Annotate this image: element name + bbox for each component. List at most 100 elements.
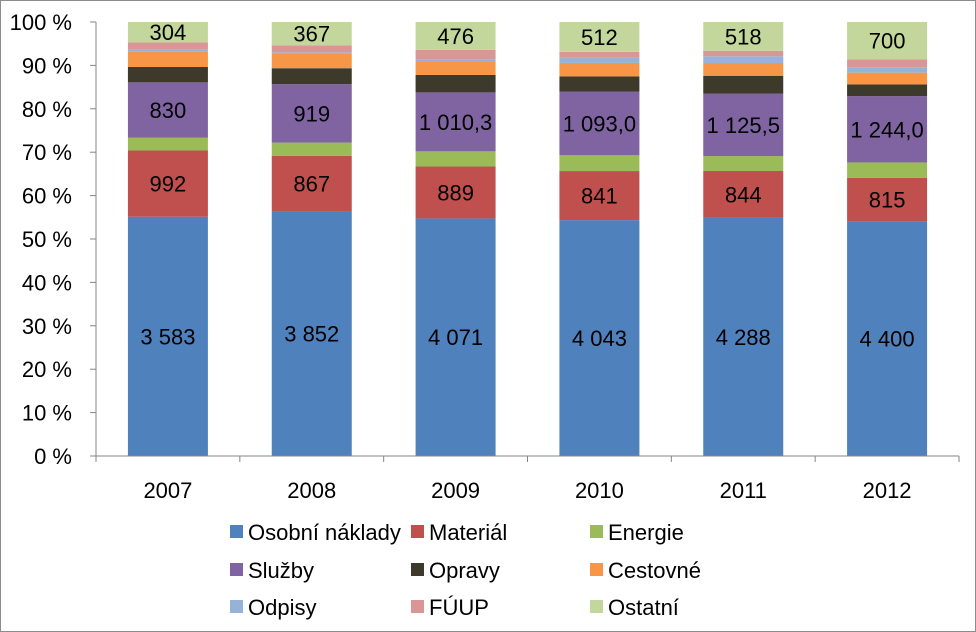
legend-entry: Opravy [429, 558, 500, 583]
legend-swatch [230, 563, 243, 576]
data-label: 919 [293, 101, 330, 126]
data-label: 1 125,5 [707, 113, 780, 138]
x-tick-label: 2011 [720, 478, 767, 503]
data-label: 3 852 [284, 322, 339, 347]
bar-segment [847, 72, 928, 85]
data-label: 867 [293, 171, 330, 196]
bar-segment [271, 142, 352, 156]
bar-segment [415, 218, 496, 456]
x-tick-label: 2012 [863, 478, 912, 503]
y-tick-label: 80 % [22, 97, 72, 122]
y-tick-label: 0 % [34, 444, 72, 469]
bar-segment [847, 221, 928, 456]
bar-segment [703, 171, 784, 218]
bar-segment [127, 150, 208, 217]
y-tick-label: 20 % [22, 357, 72, 382]
data-label: 304 [150, 20, 187, 45]
data-label: 4 043 [572, 326, 627, 351]
bar-segment [847, 67, 928, 73]
bar-segment [415, 74, 496, 93]
bar-segment [559, 76, 640, 92]
legend-entry: FÚUP [429, 595, 489, 620]
data-label: 700 [869, 29, 906, 54]
data-label: 4 400 [860, 327, 915, 352]
y-axis: 0 % 10 % 20 % 30 % 40 % 50 % 60 % 70 % 80 % 90 % 1… [10, 10, 97, 469]
x-tick-label: 2008 [287, 478, 336, 503]
bar-segment [559, 22, 640, 52]
bar-segment [559, 57, 640, 63]
x-tick-label: 2009 [431, 478, 480, 503]
x-tick-label: 2010 [575, 478, 624, 503]
bar-segment [847, 84, 928, 97]
legend-swatch [230, 600, 243, 613]
bar-segment [127, 216, 208, 456]
data-label: 1 010,3 [419, 110, 492, 135]
bar-segment [415, 92, 496, 152]
bar-segment [559, 220, 640, 456]
legend-entry: Odpisy [248, 595, 316, 620]
legend-entry: Energie [608, 520, 684, 545]
y-tick-label: 70 % [22, 140, 72, 165]
y-tick-label: 60 % [22, 184, 72, 209]
bar-segment [127, 22, 208, 43]
data-label: 889 [437, 180, 474, 205]
bar-segment [559, 51, 640, 58]
bar-segment [559, 155, 640, 172]
data-label: 830 [150, 98, 187, 123]
x-tick-label: 2007 [143, 478, 192, 503]
bar-segment [271, 68, 352, 85]
x-axis: 2007 2008 2009 2010 2011 2012 [95, 455, 960, 503]
legend-entry: Osobní náklady [248, 520, 401, 545]
bar-segment [847, 177, 928, 222]
bar-segment [127, 67, 208, 83]
bar-segment [127, 49, 208, 52]
data-labels: 3 583 992 830 304 3 852 867 919 367 4 071 889 1 01… [140, 20, 923, 352]
data-label: 1 244,0 [850, 117, 923, 142]
bar-segment [271, 52, 352, 54]
bar-segment [271, 84, 352, 143]
bar-segment [271, 53, 352, 69]
bar-segment [703, 93, 784, 157]
y-tick-label: 100 % [10, 10, 72, 35]
data-label: 815 [869, 188, 906, 213]
legend-swatch [590, 525, 603, 538]
legend-swatch [411, 600, 424, 613]
bar-segment [271, 211, 352, 456]
bar-segment [271, 22, 352, 46]
bar-segment [415, 22, 496, 50]
y-tick-label: 50 % [22, 227, 72, 252]
y-tick-label: 10 % [22, 401, 72, 426]
bar-segment [703, 56, 784, 63]
bar-segment [127, 137, 208, 151]
y-tick-label: 90 % [22, 53, 72, 78]
y-tick-label: 40 % [22, 270, 72, 295]
bar-segment [127, 42, 208, 50]
bar-segment [847, 96, 928, 163]
bar-segment [415, 61, 496, 75]
legend-entry: Ostatní [608, 595, 679, 620]
bar-segment [703, 75, 784, 94]
legend-swatch [590, 563, 603, 576]
bar-segment [559, 91, 640, 156]
data-label: 4 071 [428, 325, 483, 350]
y-tick-label: 30 % [22, 314, 72, 339]
legend-entry: Materiál [429, 520, 507, 545]
bar-segment [415, 166, 496, 219]
data-label: 4 288 [716, 325, 771, 350]
legend-swatch [590, 600, 603, 613]
data-label: 844 [725, 182, 762, 207]
bars [127, 22, 928, 456]
bar-segment [271, 155, 352, 212]
data-label: 992 [150, 172, 187, 197]
bar-segment [415, 49, 496, 60]
bar-segment [703, 156, 784, 172]
bar-segment [559, 62, 640, 77]
legend-entry: Služby [248, 558, 314, 583]
bar-segment [415, 59, 496, 62]
legend-swatch [411, 563, 424, 576]
data-label: 367 [293, 22, 330, 47]
bar-segment [847, 22, 928, 60]
bar-segment [271, 45, 352, 53]
